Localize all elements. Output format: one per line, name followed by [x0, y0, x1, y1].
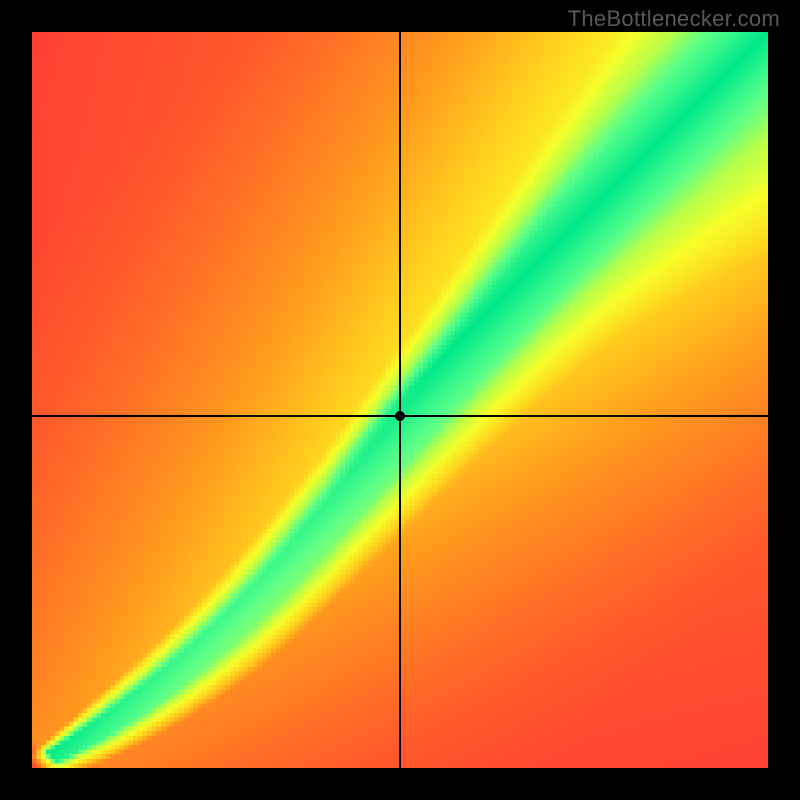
crosshair-vertical: [399, 32, 401, 768]
watermark-text: TheBottlenecker.com: [568, 6, 780, 32]
bottleneck-heatmap-container: TheBottlenecker.com: [0, 0, 800, 800]
crosshair-marker-dot: [395, 411, 405, 421]
